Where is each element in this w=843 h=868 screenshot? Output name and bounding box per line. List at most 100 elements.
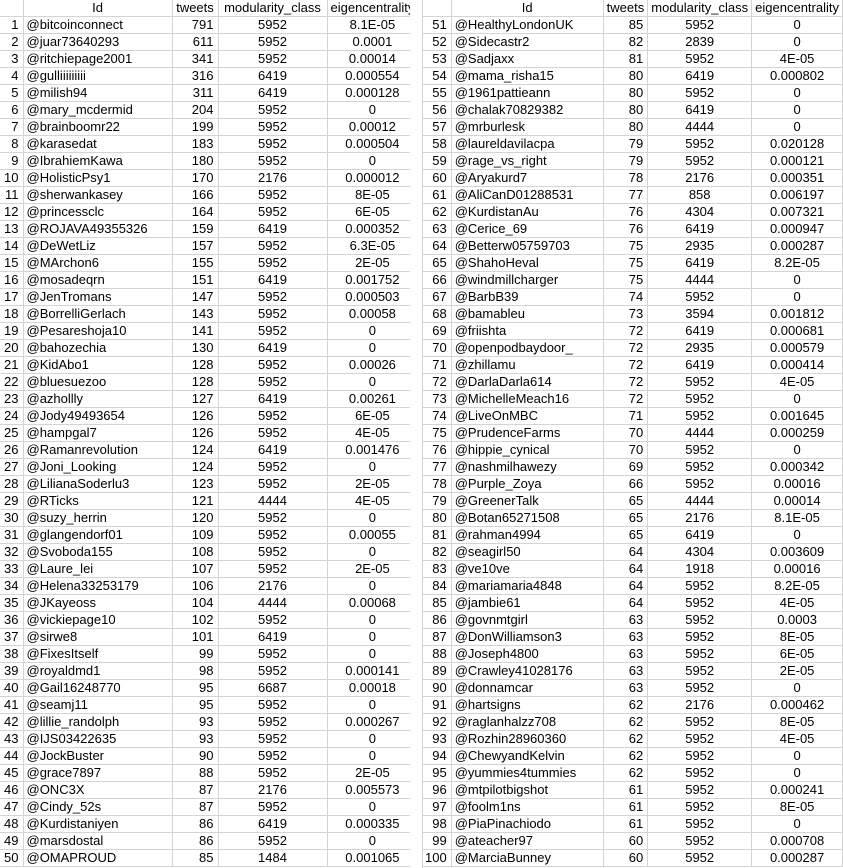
cell-id[interactable]: @DeWetLiz: [23, 237, 173, 255]
row-number[interactable]: 1: [0, 16, 24, 34]
cell-modularity[interactable]: 5952: [647, 390, 753, 408]
cell-modularity[interactable]: 5952: [647, 662, 753, 680]
cell-id[interactable]: @rage_vs_right: [451, 152, 604, 170]
cell-eigen[interactable]: 0: [751, 526, 843, 544]
cell-id[interactable]: @Helena33253179: [23, 577, 173, 595]
row-number[interactable]: 76: [422, 441, 452, 459]
cell-tweets[interactable]: 151: [172, 271, 219, 289]
cell-tweets[interactable]: 81: [603, 50, 649, 68]
cell-id[interactable]: @Laure_lei: [23, 560, 173, 578]
cell-modularity[interactable]: 5952: [218, 832, 328, 850]
cell-modularity[interactable]: 5952: [218, 713, 328, 731]
cell-eigen[interactable]: 0.00016: [751, 475, 843, 493]
cell-id[interactable]: @bamableu: [451, 305, 604, 323]
cell-eigen[interactable]: 0: [327, 747, 419, 765]
cell-eigen[interactable]: 6E-05: [327, 407, 419, 425]
cell-tweets[interactable]: 204: [172, 101, 219, 119]
cell-modularity[interactable]: 5952: [647, 781, 753, 799]
row-number[interactable]: 21: [0, 356, 24, 374]
cell-id[interactable]: @ritchiepage2001: [23, 50, 173, 68]
row-number[interactable]: 62: [422, 203, 452, 221]
cell-id[interactable]: @MarciaBunney: [451, 849, 604, 867]
row-number[interactable]: 23: [0, 390, 24, 408]
row-number[interactable]: 26: [0, 441, 24, 459]
cell-id[interactable]: @govnmtgirl: [451, 611, 604, 629]
cell-tweets[interactable]: 62: [603, 730, 649, 748]
cell-eigen[interactable]: 0.001476: [327, 441, 419, 459]
row-number[interactable]: 87: [422, 628, 452, 646]
cell-tweets[interactable]: 166: [172, 186, 219, 204]
row-number[interactable]: 39: [0, 662, 24, 680]
cell-id[interactable]: @mariamaria4848: [451, 577, 604, 595]
cell-tweets[interactable]: 341: [172, 50, 219, 68]
row-number[interactable]: 65: [422, 254, 452, 272]
cell-tweets[interactable]: 93: [172, 730, 219, 748]
row-number[interactable]: 99: [422, 832, 452, 850]
row-number[interactable]: 25: [0, 424, 24, 442]
cell-eigen[interactable]: 0.001645: [751, 407, 843, 425]
cell-eigen[interactable]: 0.00058: [327, 305, 419, 323]
cell-tweets[interactable]: 155: [172, 254, 219, 272]
cell-eigen[interactable]: 0.001812: [751, 305, 843, 323]
row-number[interactable]: 82: [422, 543, 452, 561]
row-number[interactable]: 43: [0, 730, 24, 748]
cell-tweets[interactable]: 107: [172, 560, 219, 578]
cell-id[interactable]: @DarlaDarla614: [451, 373, 604, 391]
cell-tweets[interactable]: 77: [603, 186, 649, 204]
cell-modularity[interactable]: 6419: [218, 390, 328, 408]
cell-modularity[interactable]: 5952: [647, 152, 753, 170]
cell-tweets[interactable]: 109: [172, 526, 219, 544]
cell-tweets[interactable]: 63: [603, 645, 649, 663]
cell-tweets[interactable]: 74: [603, 288, 649, 306]
row-number[interactable]: 73: [422, 390, 452, 408]
cell-tweets[interactable]: 63: [603, 679, 649, 697]
cell-eigen[interactable]: 0: [751, 390, 843, 408]
row-number[interactable]: 12: [0, 203, 24, 221]
cell-eigen[interactable]: 0: [327, 628, 419, 646]
cell-modularity[interactable]: 5952: [218, 611, 328, 629]
row-number[interactable]: 45: [0, 764, 24, 782]
cell-modularity[interactable]: 5952: [647, 849, 753, 867]
cell-eigen[interactable]: 6E-05: [327, 203, 419, 221]
cell-modularity[interactable]: 5952: [218, 747, 328, 765]
row-number[interactable]: 35: [0, 594, 24, 612]
cell-tweets[interactable]: 80: [603, 101, 649, 119]
cell-tweets[interactable]: 80: [603, 84, 649, 102]
cell-eigen[interactable]: 0: [327, 339, 419, 357]
cell-tweets[interactable]: 70: [603, 441, 649, 459]
cell-modularity[interactable]: 5952: [218, 475, 328, 493]
cell-modularity[interactable]: 5952: [647, 730, 753, 748]
cell-id[interactable]: @PiaPinachiodo: [451, 815, 604, 833]
cell-id[interactable]: @ateacher97: [451, 832, 604, 850]
cell-modularity[interactable]: 4444: [647, 424, 753, 442]
cell-eigen[interactable]: 0: [327, 509, 419, 527]
cell-tweets[interactable]: 65: [603, 526, 649, 544]
cell-tweets[interactable]: 121: [172, 492, 219, 510]
cell-id[interactable]: @bitcoinconnect: [23, 16, 173, 34]
row-number[interactable]: 57: [422, 118, 452, 136]
row-number[interactable]: 8: [0, 135, 24, 153]
cell-id[interactable]: @ChewyandKelvin: [451, 747, 604, 765]
cell-modularity[interactable]: 1918: [647, 560, 753, 578]
cell-eigen[interactable]: 0.000012: [327, 169, 419, 187]
cell-tweets[interactable]: 124: [172, 441, 219, 459]
cell-eigen[interactable]: 0.000287: [751, 237, 843, 255]
cell-id[interactable]: @HolisticPsy1: [23, 169, 173, 187]
cell-tweets[interactable]: 64: [603, 543, 649, 561]
cell-tweets[interactable]: 61: [603, 781, 649, 799]
cell-modularity[interactable]: 6419: [218, 67, 328, 85]
cell-eigen[interactable]: 0.000121: [751, 152, 843, 170]
cell-modularity[interactable]: 5952: [218, 509, 328, 527]
cell-eigen[interactable]: 0.000802: [751, 67, 843, 85]
cell-tweets[interactable]: 93: [172, 713, 219, 731]
cell-id[interactable]: @KurdistanAu: [451, 203, 604, 221]
row-number[interactable]: 81: [422, 526, 452, 544]
row-number[interactable]: 48: [0, 815, 24, 833]
header-rank[interactable]: [0, 0, 24, 17]
cell-eigen[interactable]: 0.000947: [751, 220, 843, 238]
row-number[interactable]: 55: [422, 84, 452, 102]
header-id[interactable]: Id: [451, 0, 604, 17]
row-number[interactable]: 67: [422, 288, 452, 306]
cell-id[interactable]: @Svoboda155: [23, 543, 173, 561]
cell-eigen[interactable]: 8.2E-05: [751, 577, 843, 595]
